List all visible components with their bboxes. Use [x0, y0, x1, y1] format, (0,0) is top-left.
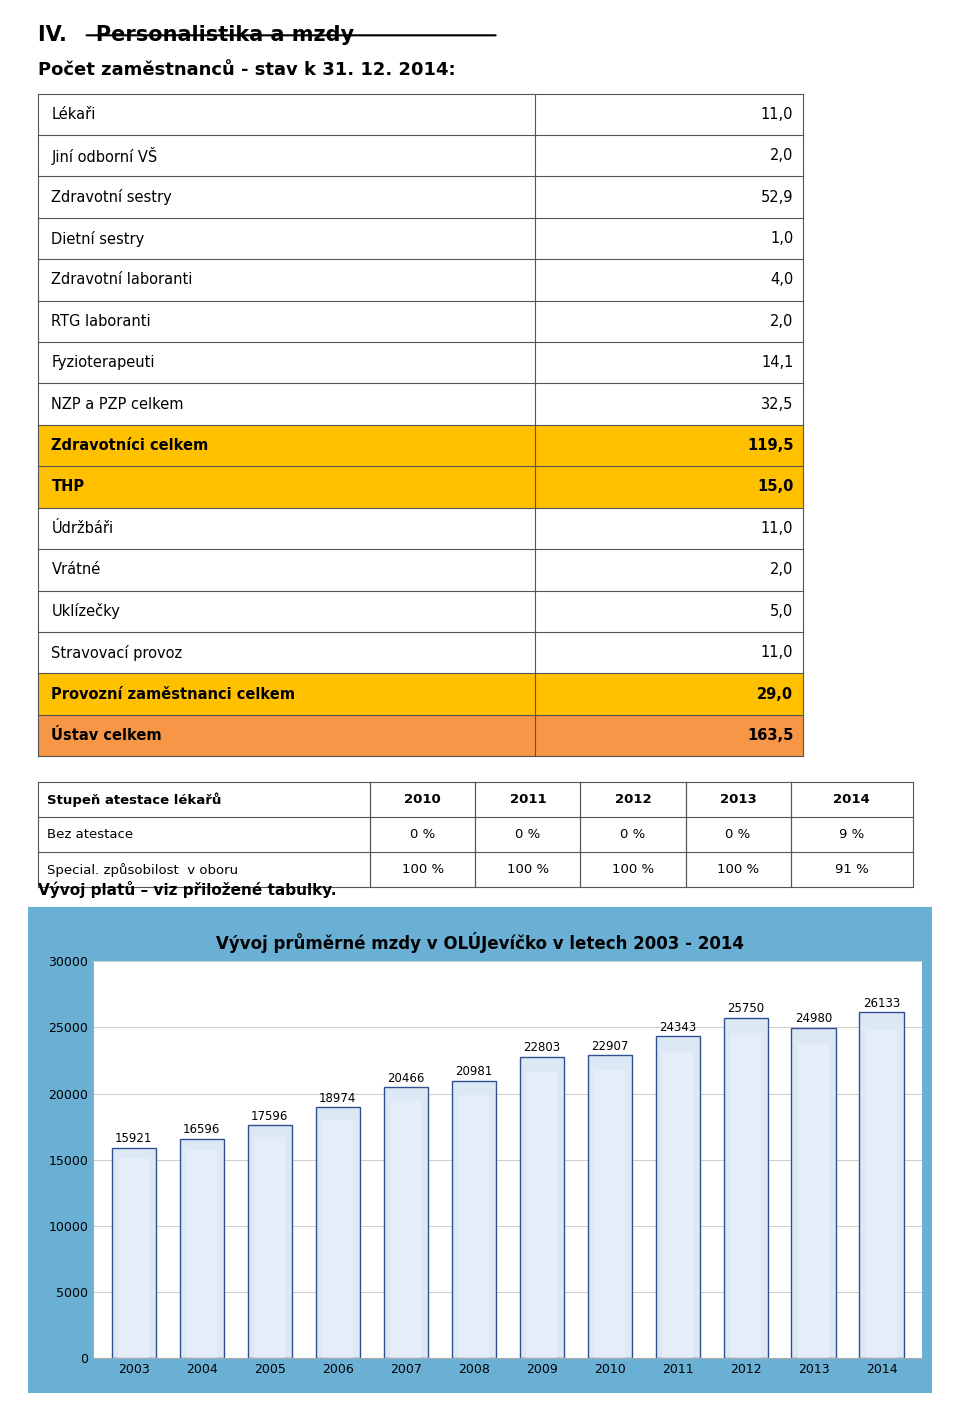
Text: 100 %: 100 %: [507, 863, 549, 877]
Text: Zdravotní laboranti: Zdravotní laboranti: [52, 273, 193, 288]
Text: Vrátné: Vrátné: [52, 562, 101, 578]
Text: Vývoj průměrné mzdy v OLÚJevíčko v letech 2003 - 2014: Vývoj průměrné mzdy v OLÚJevíčko v letec…: [216, 932, 744, 953]
Text: Vývoj platů – viz přiložené tabulky.: Vývoj platů – viz přiložené tabulky.: [37, 881, 336, 898]
FancyBboxPatch shape: [29, 907, 931, 1392]
Text: Provozní zaměstnanci celkem: Provozní zaměstnanci celkem: [52, 686, 296, 702]
FancyBboxPatch shape: [475, 853, 581, 888]
FancyBboxPatch shape: [37, 818, 371, 853]
Text: 100 %: 100 %: [612, 863, 654, 877]
Text: 15,0: 15,0: [757, 480, 793, 494]
FancyBboxPatch shape: [37, 176, 803, 217]
Text: Zdravotníci celkem: Zdravotníci celkem: [52, 438, 208, 453]
Text: THP: THP: [52, 480, 84, 494]
Text: 2010: 2010: [404, 794, 442, 806]
Text: Údržbáři: Údržbáři: [52, 521, 113, 537]
Text: 9 %: 9 %: [839, 827, 865, 842]
Text: 0 %: 0 %: [410, 827, 436, 842]
FancyBboxPatch shape: [791, 782, 913, 818]
FancyBboxPatch shape: [37, 508, 803, 549]
Text: Uklízečky: Uklízečky: [52, 603, 120, 620]
Text: 2014: 2014: [833, 794, 871, 806]
Text: NZP a PZP celkem: NZP a PZP celkem: [52, 397, 184, 412]
Text: 4,0: 4,0: [770, 273, 793, 288]
Text: 163,5: 163,5: [747, 729, 793, 743]
FancyBboxPatch shape: [37, 549, 803, 590]
Text: Dietní sestry: Dietní sestry: [52, 230, 145, 247]
Text: 11,0: 11,0: [761, 107, 793, 121]
Text: 1,0: 1,0: [770, 232, 793, 246]
Text: 2,0: 2,0: [770, 562, 793, 578]
FancyBboxPatch shape: [37, 384, 803, 425]
Text: 14,1: 14,1: [761, 356, 793, 370]
FancyBboxPatch shape: [581, 818, 685, 853]
FancyBboxPatch shape: [791, 853, 913, 888]
FancyBboxPatch shape: [37, 633, 803, 674]
FancyBboxPatch shape: [37, 466, 803, 508]
FancyBboxPatch shape: [791, 818, 913, 853]
FancyBboxPatch shape: [685, 853, 791, 888]
Text: Fyzioterapeuti: Fyzioterapeuti: [52, 356, 155, 370]
Text: 11,0: 11,0: [761, 521, 793, 537]
Text: 100 %: 100 %: [717, 863, 759, 877]
Text: 5,0: 5,0: [770, 604, 793, 618]
FancyBboxPatch shape: [37, 93, 803, 136]
Text: 2,0: 2,0: [770, 313, 793, 329]
Text: IV.    Personalistika a mzdy: IV. Personalistika a mzdy: [37, 25, 353, 45]
Text: 100 %: 100 %: [402, 863, 444, 877]
FancyBboxPatch shape: [371, 782, 475, 818]
Text: 11,0: 11,0: [761, 645, 793, 661]
Text: 29,0: 29,0: [757, 686, 793, 702]
FancyBboxPatch shape: [685, 782, 791, 818]
FancyBboxPatch shape: [475, 782, 581, 818]
Text: Zdravotní sestry: Zdravotní sestry: [52, 189, 172, 205]
FancyBboxPatch shape: [371, 818, 475, 853]
FancyBboxPatch shape: [581, 853, 685, 888]
Text: 2011: 2011: [510, 794, 546, 806]
Text: 2,0: 2,0: [770, 148, 793, 164]
Text: Jiní odborní VŠ: Jiní odborní VŠ: [52, 147, 157, 165]
FancyBboxPatch shape: [37, 217, 803, 260]
Text: 91 %: 91 %: [835, 863, 869, 877]
FancyBboxPatch shape: [37, 782, 371, 818]
FancyBboxPatch shape: [37, 590, 803, 633]
FancyBboxPatch shape: [371, 853, 475, 888]
FancyBboxPatch shape: [475, 818, 581, 853]
Text: Bez atestace: Bez atestace: [47, 827, 133, 842]
Text: 0 %: 0 %: [516, 827, 540, 842]
Text: Stravovací provoz: Stravovací provoz: [52, 645, 182, 661]
Text: Stupeň atestace lékařů: Stupeň atestace lékařů: [47, 792, 221, 806]
Text: 52,9: 52,9: [761, 189, 793, 205]
FancyBboxPatch shape: [37, 342, 803, 384]
Text: 2012: 2012: [614, 794, 651, 806]
FancyBboxPatch shape: [37, 674, 803, 714]
Text: 0 %: 0 %: [726, 827, 751, 842]
Text: 119,5: 119,5: [747, 438, 793, 453]
Text: Lékaři: Lékaři: [52, 107, 96, 121]
FancyBboxPatch shape: [581, 782, 685, 818]
FancyBboxPatch shape: [37, 301, 803, 342]
Text: Ústav celkem: Ústav celkem: [52, 729, 162, 743]
FancyBboxPatch shape: [37, 853, 371, 888]
Text: RTG laboranti: RTG laboranti: [52, 313, 151, 329]
FancyBboxPatch shape: [37, 136, 803, 176]
FancyBboxPatch shape: [37, 714, 803, 757]
Text: 0 %: 0 %: [620, 827, 646, 842]
FancyBboxPatch shape: [685, 818, 791, 853]
Text: 32,5: 32,5: [761, 397, 793, 412]
Text: Special. způsobilost  v oboru: Special. způsobilost v oboru: [47, 863, 238, 877]
FancyBboxPatch shape: [37, 425, 803, 466]
FancyBboxPatch shape: [37, 260, 803, 301]
Text: Počet zaměstnanců - stav k 31. 12. 2014:: Počet zaměstnanců - stav k 31. 12. 2014:: [37, 61, 455, 79]
Text: 2013: 2013: [720, 794, 756, 806]
